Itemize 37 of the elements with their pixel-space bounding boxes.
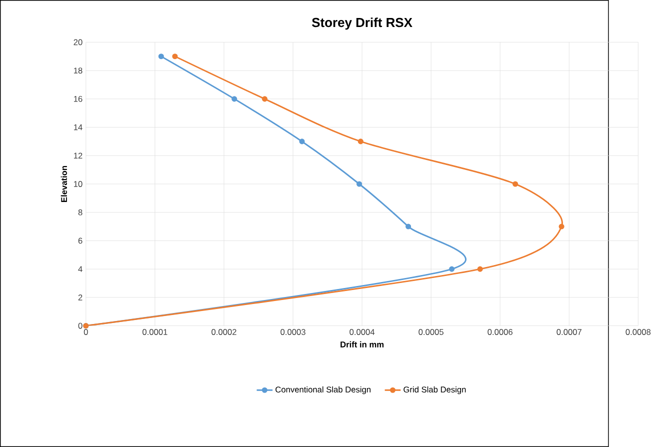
y-tick-label: 16 xyxy=(74,96,82,102)
point xyxy=(232,96,238,102)
x-tick-label: 0 xyxy=(84,329,88,335)
y-tick-label: 14 xyxy=(74,124,82,130)
x-tick-label: 0.0007 xyxy=(556,329,582,335)
point xyxy=(262,96,268,102)
point xyxy=(172,54,178,60)
point xyxy=(158,54,164,60)
y-tick-label: 10 xyxy=(74,181,82,187)
y-tick-label: 12 xyxy=(74,152,82,159)
legend-label: Conventional Slab Design xyxy=(276,386,370,394)
y-tick-label: 2 xyxy=(78,294,82,300)
point xyxy=(512,181,518,187)
x-tick-label: 0.0003 xyxy=(280,329,306,335)
point xyxy=(299,138,305,144)
y-tick-label: 0 xyxy=(78,322,82,329)
y-tick-label: 20 xyxy=(74,39,82,46)
y-tick-label: 8 xyxy=(78,209,82,216)
x-tick-label: 0.0002 xyxy=(212,329,236,335)
point xyxy=(406,224,412,230)
y-axis-title: Elevation xyxy=(60,166,68,202)
legend-label: Grid Slab Design xyxy=(404,386,466,394)
point xyxy=(477,266,483,272)
point xyxy=(449,266,455,272)
x-tick-label: 0.0008 xyxy=(626,329,651,335)
y-tick-label: 6 xyxy=(78,238,82,244)
point xyxy=(358,138,364,144)
chart-title: Storey Drift RSX xyxy=(312,18,412,30)
x-axis-title: Drift in mm xyxy=(340,341,384,348)
x-tick-label: 0.0005 xyxy=(418,329,444,335)
x-tick-label: 0.0006 xyxy=(488,329,512,335)
point xyxy=(356,181,362,187)
point xyxy=(558,224,564,230)
y-tick-label: 4 xyxy=(78,266,82,272)
x-tick-label: 0.0001 xyxy=(142,329,168,335)
y-tick-label: 18 xyxy=(74,68,82,74)
x-tick-label: 0.0004 xyxy=(350,329,375,335)
